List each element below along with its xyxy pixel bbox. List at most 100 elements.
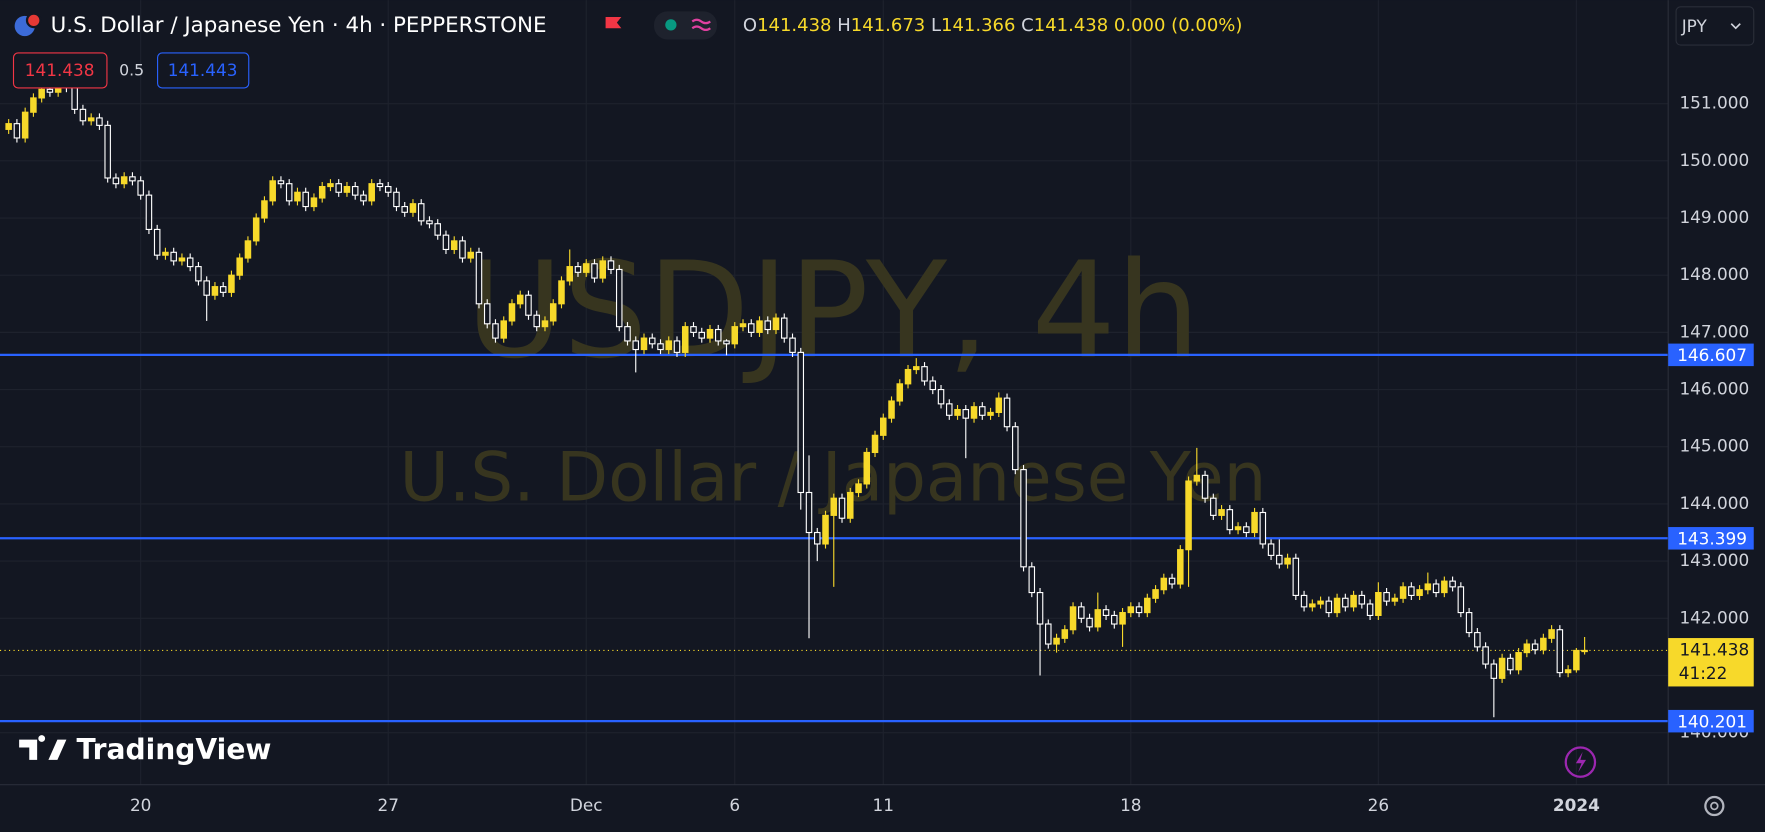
ohlc-legend: O141.438 H141.673 L141.366 C141.438 0.00…	[743, 15, 1243, 36]
candle-body	[294, 191, 301, 202]
candle-body	[1424, 583, 1432, 591]
candle-body	[1267, 543, 1275, 556]
candle-body	[665, 340, 673, 351]
candle-body	[979, 406, 986, 416]
candle-body	[1540, 637, 1547, 651]
ohlc-label: L	[931, 15, 941, 36]
candle-body	[558, 280, 565, 305]
candle-body	[1350, 594, 1357, 608]
candle-body	[1094, 609, 1102, 628]
candle-body	[1482, 646, 1489, 665]
candle-body	[475, 251, 483, 305]
candle-body	[1399, 586, 1407, 599]
candle-body	[632, 340, 640, 351]
candle-body	[1078, 606, 1085, 619]
candle-body	[310, 197, 318, 208]
ohlc-value: 141.438	[1034, 15, 1108, 36]
candle-body	[1441, 580, 1448, 594]
candle-body	[1581, 649, 1588, 653]
candle-body	[96, 117, 103, 126]
flag-marker[interactable]	[605, 16, 622, 29]
candle-body	[195, 266, 202, 282]
logo-mark	[19, 735, 67, 760]
candle-body	[913, 366, 920, 371]
candle-body	[1251, 511, 1258, 534]
candle-body	[343, 185, 351, 193]
candle-body	[1185, 480, 1192, 551]
candle-body	[71, 87, 78, 110]
candle-body	[1276, 554, 1283, 565]
y-tick-label: 147.000	[1679, 321, 1749, 341]
candle-body	[261, 200, 268, 219]
candle-body	[673, 340, 681, 353]
candle-body	[855, 483, 862, 494]
candle-body	[946, 403, 953, 416]
candle-body	[516, 294, 524, 305]
candle-body	[1160, 577, 1168, 591]
logo-text: TradingView	[77, 733, 272, 766]
candle-body	[1507, 657, 1514, 671]
replay-button[interactable]	[1564, 746, 1597, 778]
candle-body	[1490, 663, 1498, 679]
candle-body	[351, 185, 359, 196]
status-pill	[653, 11, 718, 40]
header: U.S. Dollar / Japanese Yen · 4h · PEPPER…	[12, 6, 1755, 89]
buy-button[interactable]	[157, 52, 250, 89]
candle-body	[508, 303, 516, 322]
delay-icon	[691, 18, 711, 32]
currency-select[interactable]	[1675, 6, 1755, 46]
candle-body	[574, 266, 582, 273]
candle-body	[599, 260, 607, 279]
candle-body	[1012, 426, 1019, 471]
candle-body	[962, 409, 970, 419]
candle-body	[772, 317, 780, 331]
candle-body	[1061, 629, 1069, 639]
candle-body	[904, 368, 912, 385]
watermark: USDJPY, 4h U.S. Dollar / Japanese Yen	[400, 234, 1267, 516]
candle-body	[1053, 637, 1060, 645]
candle-body	[450, 240, 458, 251]
candle-body	[954, 409, 961, 416]
price-line-label: 143.399	[1677, 528, 1747, 548]
x-tick-label: 6	[729, 795, 740, 815]
candle-body	[1086, 617, 1093, 628]
sell-button[interactable]	[12, 52, 108, 89]
y-tick-label: 144.000	[1679, 493, 1749, 513]
ohlc-label: O	[743, 15, 757, 36]
candle-body	[838, 497, 846, 519]
candle-body	[921, 366, 928, 382]
price-line-label-bg	[1668, 527, 1754, 550]
candle-body	[1036, 592, 1044, 625]
y-tick-label: 149.000	[1679, 207, 1749, 227]
candle-body	[1102, 609, 1110, 617]
candle-body	[162, 251, 169, 256]
dropdown-arrow	[1730, 23, 1741, 30]
candle-body	[615, 268, 623, 328]
candle-body	[1564, 669, 1572, 674]
candle-body	[723, 340, 730, 345]
candle-body	[789, 337, 796, 353]
y-tick-label: 142.000	[1679, 607, 1749, 627]
settings-button[interactable]	[1704, 795, 1725, 817]
candle-body	[1168, 577, 1176, 585]
candles	[5, 81, 1588, 718]
symbol-title[interactable]: U.S. Dollar / Japanese Yen · 4h · PEPPER…	[51, 13, 547, 38]
candle-body	[277, 180, 285, 185]
candle-body	[756, 320, 763, 333]
candle-body	[1111, 614, 1118, 625]
candle-body	[1465, 612, 1473, 634]
candle-body	[1416, 589, 1423, 596]
candle-body	[541, 320, 549, 328]
candle-body	[648, 337, 656, 345]
candle-body	[30, 97, 37, 113]
candle-body	[376, 183, 384, 188]
candle-body	[1432, 583, 1440, 594]
candle-body	[797, 351, 805, 494]
candle-body	[1474, 632, 1481, 648]
x-tick-label: 2024	[1553, 795, 1600, 815]
candle-body	[566, 266, 573, 282]
x-tick-label: 27	[377, 795, 398, 815]
candle-body	[1218, 509, 1225, 516]
